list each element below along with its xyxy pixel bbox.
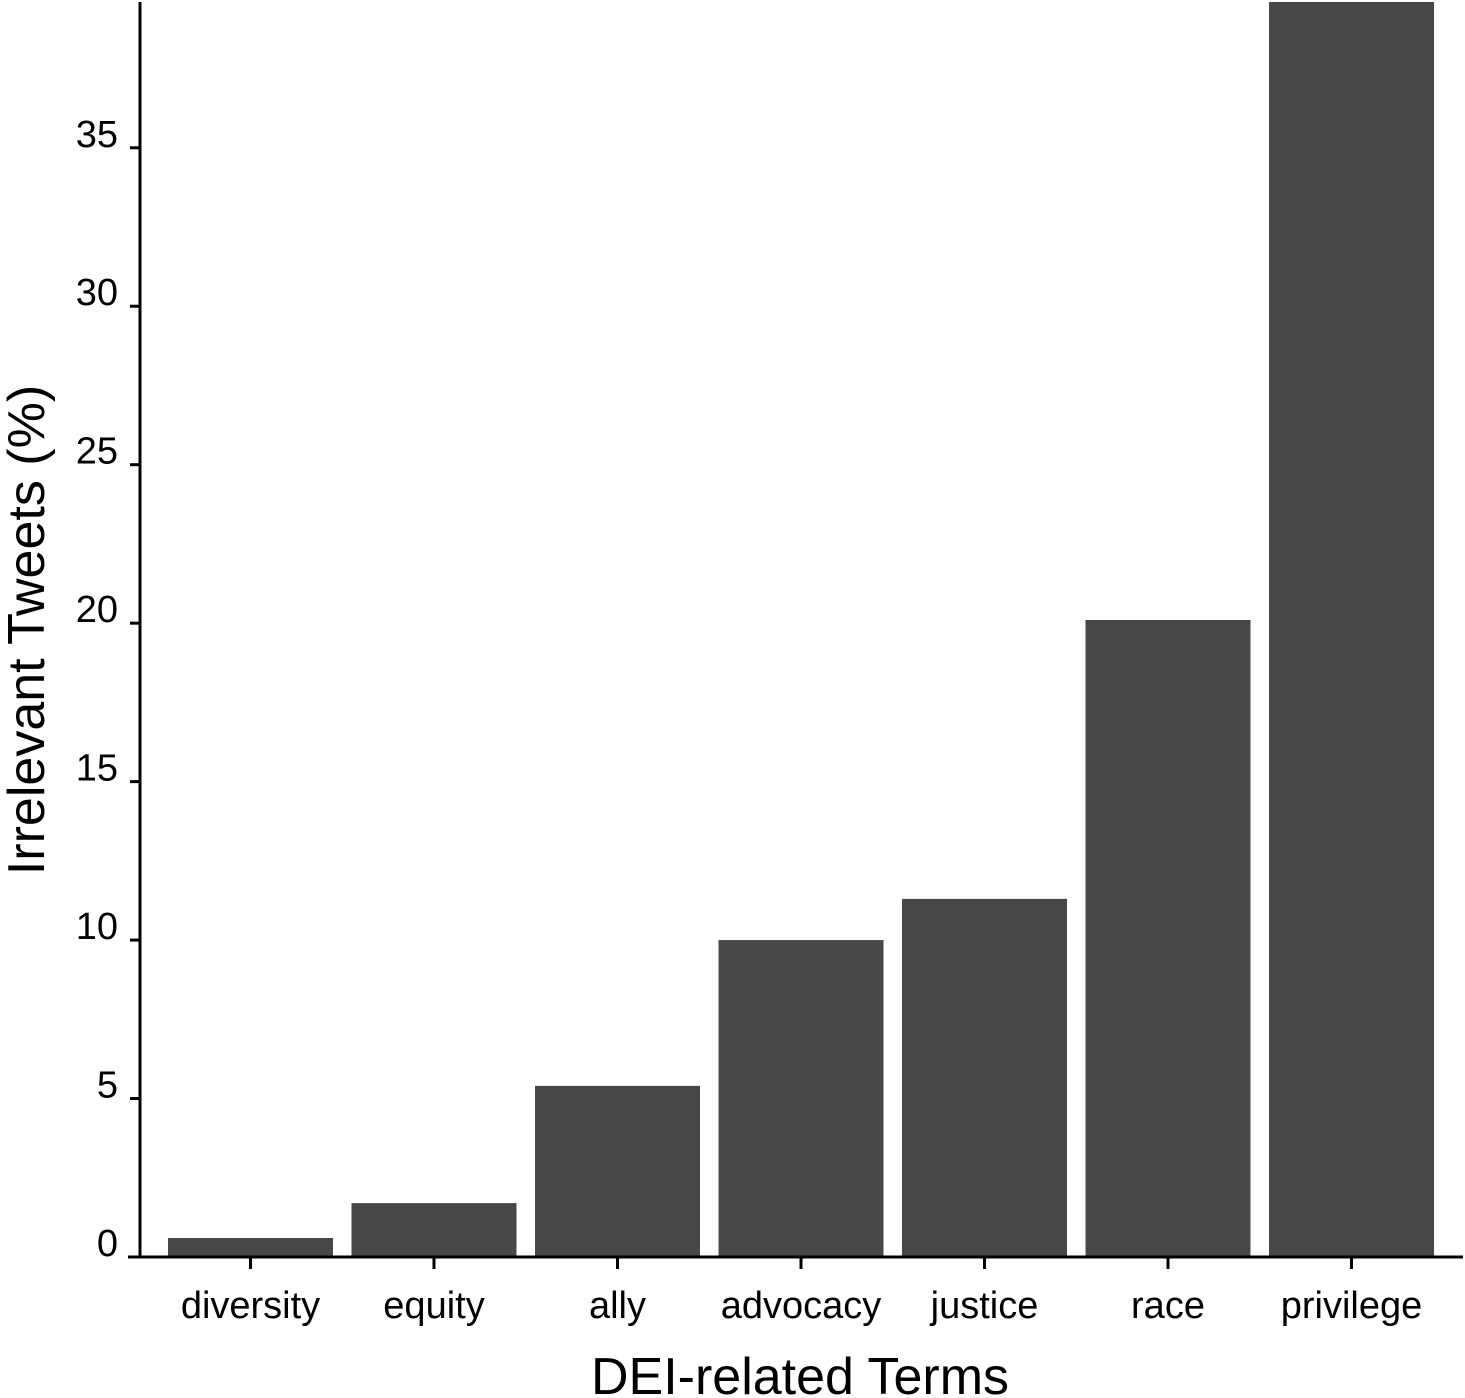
x-tick-label-race: race [1131, 1285, 1205, 1327]
bar-advocacy [718, 940, 884, 1257]
y-tick-label: 10 [76, 906, 118, 948]
y-tick-label: 20 [76, 589, 118, 631]
y-tick-label: 5 [97, 1065, 118, 1107]
x-tick-label-ally: ally [589, 1285, 646, 1327]
bar-privilege [1269, 2, 1434, 1257]
bars-group [168, 2, 1434, 1257]
x-tick-label-equity: equity [383, 1285, 484, 1327]
bar-race [1085, 619, 1251, 1257]
y-tick-label: 0 [97, 1223, 118, 1265]
axes-group [128, 2, 1463, 1259]
y-axis-title: Irrelevant Tweets (%) [0, 385, 56, 875]
x-tick-label-justice: justice [930, 1285, 1039, 1327]
x-tick-label-privilege: privilege [1281, 1285, 1423, 1327]
x-tick-label-diversity: diversity [181, 1285, 320, 1327]
y-tick-label: 15 [76, 748, 118, 790]
bar-equity [351, 1203, 517, 1257]
bar-diversity [168, 1237, 333, 1257]
y-tick-label: 30 [76, 272, 118, 314]
bar-ally [535, 1085, 700, 1257]
x-axis-title: DEI-related Terms [591, 1348, 1009, 1398]
y-ticks-group: 0 5 10 15 20 25 30 35 [76, 114, 140, 1265]
y-tick-label: 25 [76, 431, 118, 473]
x-ticks-group: diversity equity ally advocacy justice race pr… [181, 1257, 1422, 1327]
y-tick-label: 35 [76, 114, 118, 156]
bar-justice [902, 898, 1067, 1257]
x-tick-label-advocacy: advocacy [721, 1285, 882, 1327]
